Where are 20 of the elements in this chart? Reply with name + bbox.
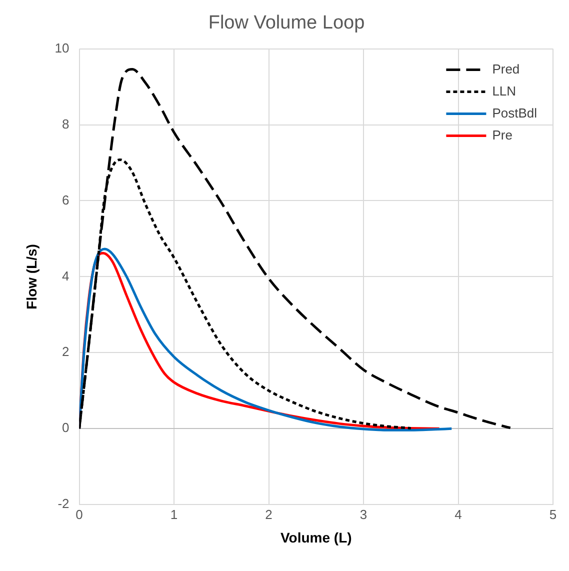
x-axis-title: Volume (L): [280, 529, 352, 546]
y-tick-label: 4: [62, 268, 70, 284]
y-tick-label: -2: [58, 496, 70, 512]
x-tick-label: 0: [76, 506, 83, 522]
y-tick-label: 8: [62, 116, 70, 132]
y-tick-label: 6: [62, 192, 70, 208]
x-tick-label: 1: [170, 506, 178, 522]
legend-label: Pred: [492, 61, 520, 76]
y-axis-title: Flow (L/s): [23, 244, 40, 310]
x-tick-label: 2: [265, 506, 272, 522]
legend-label: PostBdl: [492, 105, 538, 120]
x-tick-label: 3: [360, 506, 368, 522]
legend-label: LLN: [492, 83, 516, 98]
y-tick-label: 2: [62, 344, 70, 360]
legend-label: Pre: [492, 127, 512, 142]
chart-title: Flow Volume Loop: [208, 12, 365, 34]
y-tick-label: 0: [62, 420, 70, 436]
x-tick-label: 5: [549, 506, 557, 522]
y-tick-label: 10: [54, 40, 70, 56]
x-tick-label: 4: [454, 506, 462, 522]
